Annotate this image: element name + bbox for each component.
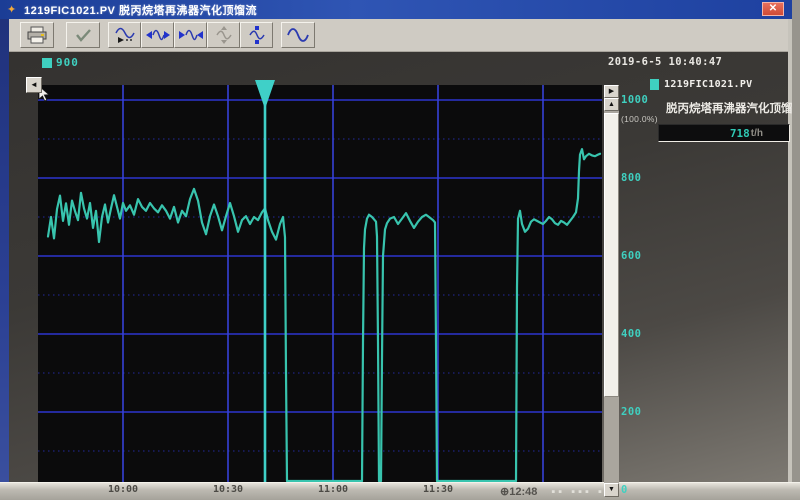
scrollbar-up-button[interactable]: ▲ bbox=[604, 98, 619, 111]
y-axis-tick-label: 200 bbox=[621, 406, 642, 418]
wave-arrows-out-icon bbox=[178, 27, 204, 43]
wave-vertical-dots-icon bbox=[247, 26, 267, 44]
printer-icon bbox=[26, 26, 48, 44]
title-bar[interactable]: ✦ 1219FIC1021.PV 脱丙烷塔再沸器汽化顶馏流 ✕ bbox=[0, 0, 792, 19]
status-datetime: 2019-6-5 10:40:47 bbox=[608, 56, 723, 68]
scale-vertical-button[interactable] bbox=[207, 22, 240, 48]
photo-watermark: ⊕12:48 ▪▪ ▪▪▪ ▪ bbox=[500, 486, 605, 498]
scroll-left-button[interactable]: ◄ bbox=[26, 77, 42, 93]
shift-right-button[interactable] bbox=[174, 22, 207, 48]
y-axis-tick-label: 800 bbox=[621, 172, 642, 184]
x-axis-tick-label: 11:00 bbox=[317, 484, 349, 495]
close-button[interactable]: ✕ bbox=[762, 2, 784, 16]
cursor-value: 718 bbox=[729, 126, 750, 140]
confirm-button[interactable] bbox=[66, 22, 100, 48]
wave-vertical-arrows-icon-disabled bbox=[214, 26, 234, 44]
tag-description: 脱丙烷塔再沸器汽化顶馏流 bbox=[666, 103, 792, 115]
scrollbar-thumb[interactable] bbox=[604, 113, 619, 397]
vertical-scrollbar: ▶ ▲ ▼ bbox=[604, 85, 619, 497]
shift-left-button[interactable] bbox=[141, 22, 174, 48]
y-axis-labels: (100.0%) 1000 800 600 400 200 0 bbox=[621, 85, 663, 500]
legend-tag-name: 1219FIC1021.PV bbox=[664, 79, 753, 90]
app-diamond-icon: ✦ bbox=[7, 3, 17, 16]
trend-run-button[interactable] bbox=[108, 22, 141, 48]
print-button[interactable] bbox=[20, 22, 54, 48]
x-axis-tick-label: 10:00 bbox=[107, 484, 139, 495]
y-axis-percent-label: (100.0%) bbox=[621, 114, 658, 124]
time-cursor-handle[interactable] bbox=[255, 80, 275, 109]
trend-plot-area[interactable] bbox=[38, 80, 602, 483]
toolbar bbox=[9, 19, 788, 52]
scale-center-button[interactable] bbox=[240, 22, 273, 48]
checkmark-icon bbox=[73, 27, 93, 43]
cursor-value-unit: t/h bbox=[750, 127, 763, 139]
scrollbar-right-arrow-button[interactable]: ▶ bbox=[604, 85, 619, 98]
x-axis-labels: 10:00 10:30 11:00 11:30 bbox=[38, 484, 602, 498]
window-left-border bbox=[0, 19, 9, 482]
scrollbar-track[interactable] bbox=[604, 111, 619, 483]
window-right-border bbox=[788, 19, 792, 482]
wave-play-icon bbox=[113, 26, 137, 44]
wave-arrows-in-icon bbox=[145, 27, 171, 43]
window-title: 1219FIC1021.PV 脱丙烷塔再沸器汽化顶馏流 bbox=[24, 4, 257, 17]
top-left-readout: 900 bbox=[42, 56, 79, 69]
x-axis-tick-label: 11:30 bbox=[422, 484, 454, 495]
y-axis-tick-label: 600 bbox=[621, 250, 642, 262]
wave-icon bbox=[286, 27, 310, 43]
legend-entry[interactable]: 1219FIC1021.PV bbox=[650, 79, 753, 90]
x-axis-tick-label: 10:30 bbox=[212, 484, 244, 495]
legend-color-swatch bbox=[650, 79, 659, 90]
y-axis-tick-label: 400 bbox=[621, 328, 642, 340]
y-axis-tick-label: 0 bbox=[621, 484, 628, 496]
readout-value: 900 bbox=[56, 56, 79, 69]
y-axis-tick-label: 1000 bbox=[621, 94, 649, 106]
pen-color-swatch bbox=[42, 57, 52, 68]
curve-style-button[interactable] bbox=[281, 22, 315, 48]
cursor-value-box: 718 t/h bbox=[658, 124, 790, 142]
trend-chart bbox=[38, 80, 602, 483]
time-axis-strip bbox=[0, 482, 800, 500]
scrollbar-down-button[interactable]: ▼ bbox=[604, 483, 619, 497]
